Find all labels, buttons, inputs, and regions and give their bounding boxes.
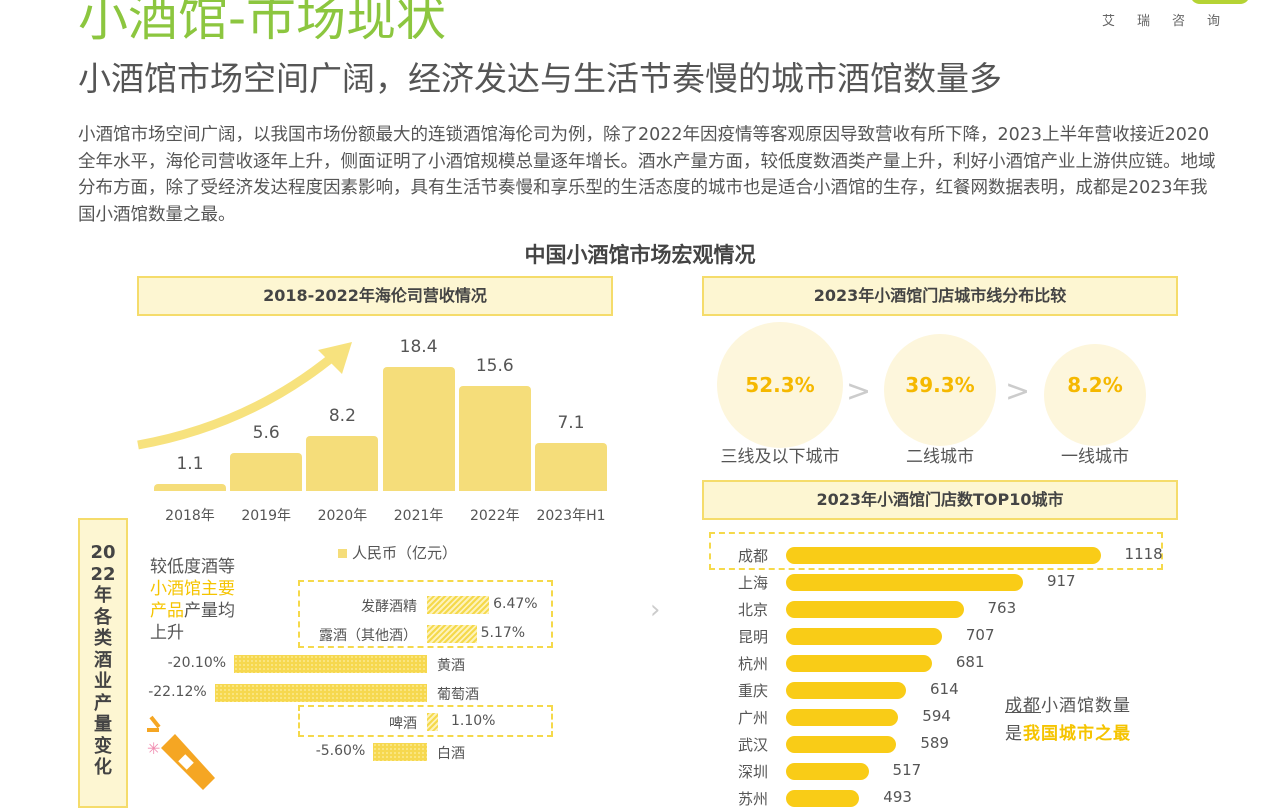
year-tick-label: 2021年 [393,508,444,524]
revenue-value-label: 8.2 [328,405,356,426]
city-bar [786,574,1023,591]
city-bar [786,601,964,618]
value-label: -5.60% [315,743,366,759]
city-label: 昆明 [738,628,769,646]
year-tick-label: 2020年 [317,508,368,524]
tier-chart-title: 2023年小酒馆门店城市线分布比较 [702,276,1178,316]
city-value: 614 [930,680,959,698]
city-bar [786,655,932,672]
tier-label: 一线城市 [1061,447,1129,467]
tier-label: 二线城市 [906,447,974,467]
page-subtitle: 小酒馆市场空间广阔，经济发达与生活节奏慢的城市酒馆数量多 [78,59,1002,98]
category-label: 发酵酒精 [361,599,417,615]
category-label: 露酒（其他酒） [319,628,417,644]
revenue-value-label: 18.4 [399,336,438,357]
summary-paragraph: 小酒馆市场空间广阔，以我国市场份额最大的连锁酒馆海伦司为例，除了2022年因疫情… [78,125,1216,225]
logo-shape [1190,0,1250,4]
chevron-right-icon: › [650,595,661,625]
city-bar [786,709,899,726]
page-title: 小酒馆-市场现状 [78,0,447,47]
revenue-chart-title: 2018-2022年海伦司营收情况 [137,276,613,316]
city-bar [786,547,1101,564]
year-tick-label: 2022年 [469,508,520,524]
tier-percentage: 8.2% [1067,373,1123,397]
city-label: 重庆 [738,682,769,700]
category-label: 葡萄酒 [437,687,479,703]
value-label: 6.47% [493,596,538,612]
city-value: 589 [920,734,949,752]
city-value: 681 [955,653,985,671]
city-value: 917 [1046,572,1076,590]
revenue-value-label: 7.1 [557,413,585,434]
rising-group-box [298,705,553,737]
revenue-bar [382,366,455,491]
champagne-bottle-icon: ✳ [147,715,215,790]
category-label: 啤酒 [389,716,417,732]
city-label: 北京 [738,601,769,619]
top10-chart-title: 2023年小酒馆门店数TOP10城市 [702,480,1178,520]
greater-than-icon: > [1005,374,1031,409]
revenue-bar [230,453,303,491]
production-bar [214,684,427,702]
year-tick-label: 2018年 [165,508,215,524]
production-bar [427,625,477,643]
production-bar [234,655,427,673]
revenue-bar [306,435,379,491]
value-label: 5.17% [480,625,526,641]
section-title: 中国小酒馆市场宏观情况 [524,243,756,267]
tier-percentage: 39.3% [905,373,975,397]
legend-label: 人民币（亿元） [352,544,458,562]
tier-circle-building-icon [884,334,996,446]
city-value: 594 [922,707,951,725]
tier-label: 三线及以下城市 [720,447,840,467]
revenue-bar [154,483,226,491]
revenue-value-label: 1.1 [176,453,204,474]
value-label: -22.12% [148,684,207,700]
city-label: 广州 [738,709,769,727]
city-bar [786,682,906,699]
tier-percentage: 52.3% [745,373,815,397]
city-label: 成都 [738,547,769,565]
svg-text:✳: ✳ [147,739,160,758]
tier-circle-building-icon [717,322,843,448]
rising-group-box [298,580,553,648]
category-label: 黄酒 [437,658,465,674]
top-city-highlight-box [709,532,1163,570]
city-value: 763 [987,599,1017,617]
city-value: 707 [965,626,995,644]
year-tick-label: 2019年 [241,508,291,524]
production-note: 较低度酒等小酒馆主要产品产量均上升 [150,557,235,643]
revenue-value-label: 15.6 [475,355,514,376]
city-bar [786,763,869,780]
logo: 艾瑞咨询 [1102,14,1243,29]
greater-than-icon: > [846,374,872,409]
category-label: 白酒 [437,746,465,762]
city-value: 517 [892,761,922,779]
production-chart-title: 2022年各类酒业产量变化 [78,518,128,808]
revenue-bar [458,385,531,491]
city-value: 493 [883,788,912,806]
tier-circle-building-icon [1044,344,1146,446]
production-bar [427,713,438,731]
production-bar [427,596,490,614]
revenue-bar [535,443,607,491]
top10-callout: 成都小酒馆数量 是我国城市之最 [1005,696,1131,744]
city-label: 武汉 [738,736,769,754]
revenue-value-label: 5.6 [252,423,280,444]
value-label: 1.10% [451,713,496,729]
city-bar [786,628,942,645]
city-label: 上海 [738,574,769,592]
city-label: 深圳 [738,763,769,781]
city-label: 杭州 [738,655,769,673]
production-bar [373,743,427,761]
value-label: -20.10% [167,655,227,671]
revenue-legend: 人民币（亿元） [338,542,457,563]
growth-arrow-icon [137,342,352,450]
city-label: 苏州 [738,790,769,808]
year-tick-label: 2023年H1 [536,508,606,524]
legend-swatch [338,549,347,558]
city-bar [786,736,897,753]
city-value: 1118 [1124,545,1163,563]
